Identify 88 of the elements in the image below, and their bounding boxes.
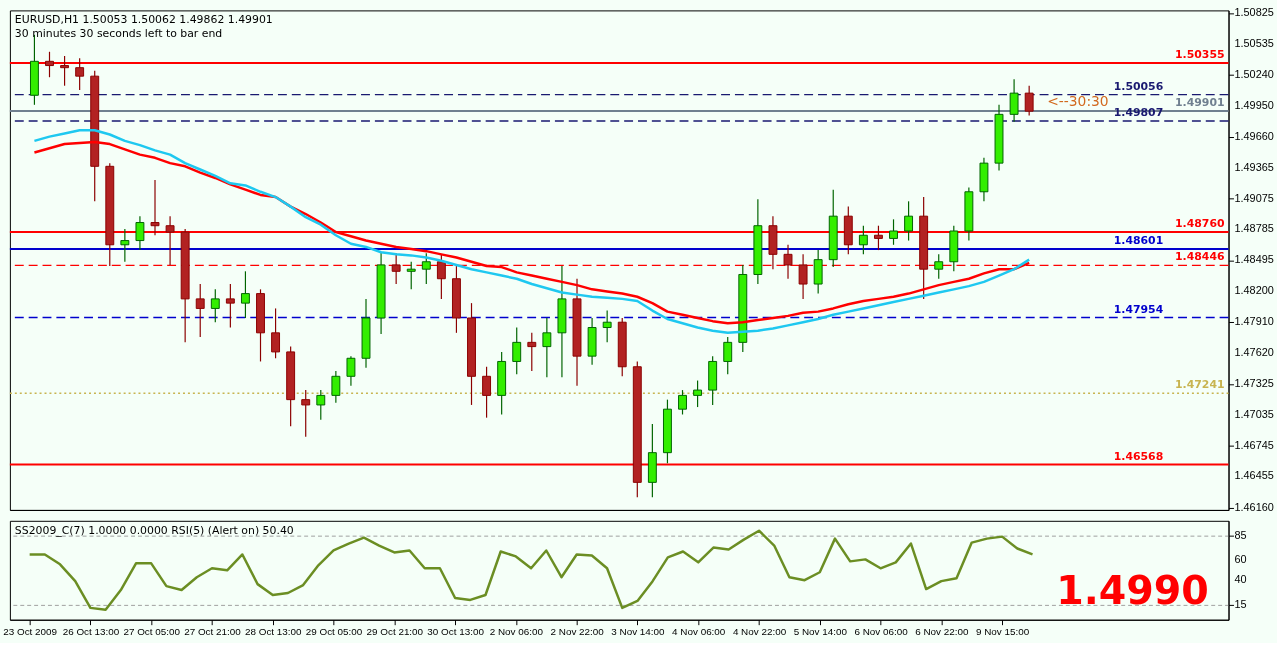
candlestick	[1024, 85, 1034, 117]
x-tick-label: 6 Nov 06:00	[854, 626, 909, 638]
candlestick	[1009, 78, 1019, 123]
candlestick	[225, 283, 235, 329]
candlestick	[150, 179, 160, 236]
candlestick	[60, 55, 70, 87]
y-tick-label: 1.47620	[1234, 345, 1274, 358]
y-tick-label: 1.47910	[1234, 315, 1274, 328]
candlestick	[406, 261, 416, 290]
ref-line-label: 1.49901	[1175, 96, 1225, 110]
y-tick-label: 85	[1234, 528, 1247, 541]
x-tick-label: 5 Nov 14:00	[793, 626, 848, 638]
ref-line-label: 1.47241	[1175, 378, 1225, 392]
y-tick-label: 1.49950	[1234, 98, 1274, 111]
ref-line-label: 1.48760	[1175, 217, 1225, 231]
candlestick	[45, 51, 54, 78]
chart-title: EURUSD,H1 1.50053 1.50062 1.49862 1.49901	[14, 13, 273, 27]
y-tick-label: 1.49365	[1234, 160, 1274, 173]
candlestick	[316, 389, 326, 421]
candlestick	[75, 57, 85, 91]
x-tick-label: 27 Oct 05:00	[123, 626, 181, 638]
candlestick	[301, 389, 311, 438]
x-tick-label: 23 Oct 2009	[3, 626, 58, 638]
text: 30 minutes 30 seconds left to bar end	[14, 27, 223, 41]
x-tick-label: 29 Oct 05:00	[305, 626, 363, 638]
x-tick-label: 2 Nov 22:00	[550, 626, 605, 638]
candlestick	[120, 228, 130, 263]
candlestick	[331, 370, 341, 404]
y-tick-label: 1.48785	[1234, 222, 1274, 235]
ref-line-label: 1.48446	[1175, 250, 1225, 264]
candlestick	[889, 218, 898, 246]
x-tick-label: 4 Nov 22:00	[732, 626, 787, 638]
y-tick-label: 1.48200	[1234, 284, 1274, 297]
y-tick-label: 1.48495	[1234, 253, 1274, 266]
y-tick-label: 40	[1234, 573, 1247, 586]
candlestick	[934, 253, 944, 280]
ref-line-label: 1.48601	[1113, 233, 1164, 247]
chart-title: SS2009_C(7) 1.0000 0.0000 RSI(5) (Alert on) 50.40	[14, 523, 294, 537]
y-tick-label: 1.47325	[1234, 377, 1274, 390]
candlestick	[436, 253, 446, 300]
x-tick-label: 30 Oct 13:00	[427, 626, 485, 638]
x-tick-label: 27 Oct 21:00	[184, 626, 242, 638]
ref-line-label: 1.50056	[1113, 79, 1164, 93]
y-tick-label: 60	[1234, 553, 1247, 566]
x-tick-label: 29 Oct 21:00	[366, 626, 424, 638]
candlestick	[678, 389, 687, 416]
y-tick-label: 1.46455	[1234, 469, 1274, 482]
x-tick-label: 3 Nov 14:00	[611, 626, 666, 638]
y-tick-label: 1.49660	[1234, 129, 1274, 142]
candlestick	[421, 252, 431, 285]
candlestick	[271, 307, 281, 359]
x-tick-label: 6 Nov 22:00	[915, 626, 969, 638]
x-tick-label: 28 Oct 13:00	[244, 626, 303, 638]
y-tick-label: 1.50240	[1234, 68, 1274, 81]
candlestick	[240, 270, 250, 319]
candlestick	[135, 215, 145, 251]
candlestick	[798, 253, 808, 300]
candlestick	[482, 366, 492, 419]
candlestick	[195, 283, 205, 338]
y-tick-label: 1.49075	[1234, 191, 1274, 204]
candlestick	[346, 355, 356, 387]
y-tick-label: 1.46160	[1234, 500, 1274, 513]
y-tick-label: 1.46745	[1234, 438, 1274, 451]
candlestick	[904, 200, 914, 242]
candlestick	[512, 326, 522, 375]
ref-line-label: 1.50355	[1175, 47, 1225, 61]
y-tick-label: 1.47035	[1234, 407, 1274, 420]
candlestick	[165, 215, 175, 266]
x-tick-label: 9 Nov 15:00	[975, 626, 1030, 638]
candlestick	[527, 332, 537, 372]
x-tick-label: 26 Oct 13:00	[62, 626, 120, 638]
x-tick-label: 4 Nov 06:00	[672, 626, 726, 638]
candlestick	[602, 309, 612, 343]
ref-line-label: 1.46568	[1113, 449, 1164, 463]
text: <--30:30	[1047, 93, 1109, 110]
candlestick	[783, 244, 793, 280]
candlestick	[873, 225, 883, 251]
candlestick	[693, 379, 703, 408]
candlestick	[210, 288, 220, 323]
y-tick-label: 15	[1234, 597, 1247, 610]
y-tick-label: 1.50825	[1234, 6, 1274, 19]
x-tick-label: 2 Nov 06:00	[489, 626, 544, 638]
candlestick	[723, 336, 733, 375]
text: 1.4990	[1056, 566, 1209, 613]
y-tick-label: 1.50535	[1234, 36, 1274, 49]
candlestick	[858, 225, 868, 255]
ref-line-label: 1.47954	[1113, 302, 1164, 316]
candlestick	[542, 317, 552, 378]
